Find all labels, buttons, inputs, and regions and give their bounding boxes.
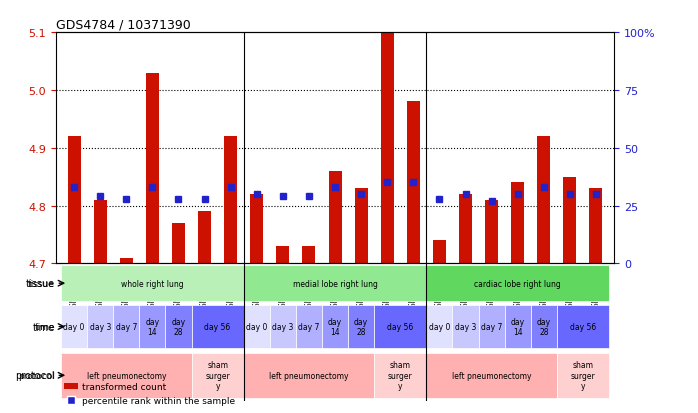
Text: day 3: day 3 [89, 322, 111, 331]
Text: day 7: day 7 [298, 322, 320, 331]
Text: cardiac lobe right lung: cardiac lobe right lung [475, 279, 561, 288]
Bar [198, 212, 211, 263]
Bar [172, 223, 185, 263]
FancyBboxPatch shape [191, 353, 244, 398]
Text: time: time [34, 322, 55, 331]
Bar [120, 258, 133, 263]
FancyBboxPatch shape [296, 306, 322, 348]
FancyBboxPatch shape [191, 306, 244, 348]
Text: day 56: day 56 [570, 322, 596, 331]
FancyBboxPatch shape [374, 353, 426, 398]
Bar [511, 183, 524, 263]
Bar [94, 200, 107, 263]
Text: day
28: day 28 [354, 317, 369, 337]
FancyBboxPatch shape [452, 306, 479, 348]
Text: day 0: day 0 [64, 322, 84, 331]
Text: whole right lung: whole right lung [121, 279, 184, 288]
Bar [146, 74, 159, 263]
Text: medial lobe right lung: medial lobe right lung [292, 279, 378, 288]
Bar [276, 247, 290, 263]
FancyBboxPatch shape [557, 306, 609, 348]
Text: sham
surger
y: sham surger y [570, 361, 595, 390]
Bar [302, 247, 315, 263]
Bar [380, 33, 394, 263]
Bar [355, 189, 368, 263]
Text: left pneumonectomy: left pneumonectomy [269, 371, 349, 380]
Text: left pneumonectomy: left pneumonectomy [452, 371, 531, 380]
FancyBboxPatch shape [61, 266, 244, 301]
Bar [68, 137, 81, 263]
FancyBboxPatch shape [270, 306, 296, 348]
Bar [459, 195, 472, 263]
Text: protocol: protocol [15, 370, 54, 380]
FancyBboxPatch shape [505, 306, 530, 348]
Text: day
28: day 28 [537, 317, 551, 337]
FancyBboxPatch shape [426, 266, 609, 301]
FancyBboxPatch shape [557, 353, 609, 398]
Text: sham
surger
y: sham surger y [388, 361, 413, 390]
FancyBboxPatch shape [244, 353, 374, 398]
Text: day 3: day 3 [455, 322, 476, 331]
FancyBboxPatch shape [348, 306, 374, 348]
FancyBboxPatch shape [479, 306, 505, 348]
Bar [224, 137, 237, 263]
Text: day 0: day 0 [429, 322, 450, 331]
FancyBboxPatch shape [530, 306, 557, 348]
Text: day 0: day 0 [246, 322, 267, 331]
Bar [485, 200, 498, 263]
Text: day
14: day 14 [145, 317, 159, 337]
Bar [433, 241, 446, 263]
Text: day 56: day 56 [387, 322, 413, 331]
FancyBboxPatch shape [140, 306, 165, 348]
Text: day
28: day 28 [172, 317, 186, 337]
Bar [251, 195, 263, 263]
FancyBboxPatch shape [244, 306, 270, 348]
FancyBboxPatch shape [374, 306, 426, 348]
FancyBboxPatch shape [61, 306, 87, 348]
Bar [589, 189, 602, 263]
Text: GDS4784 / 10371390: GDS4784 / 10371390 [56, 19, 191, 32]
Text: tissue: tissue [28, 279, 55, 288]
Text: protocol: protocol [18, 371, 55, 380]
Text: day
14: day 14 [328, 317, 342, 337]
Bar [537, 137, 550, 263]
FancyBboxPatch shape [87, 306, 113, 348]
Text: day
14: day 14 [511, 317, 525, 337]
Text: day 7: day 7 [116, 322, 137, 331]
Text: time: time [32, 322, 54, 332]
FancyBboxPatch shape [322, 306, 348, 348]
Bar [407, 102, 419, 263]
FancyBboxPatch shape [426, 306, 452, 348]
Text: day 3: day 3 [272, 322, 294, 331]
FancyBboxPatch shape [61, 353, 191, 398]
Text: sham
surger
y: sham surger y [205, 361, 230, 390]
FancyBboxPatch shape [426, 353, 557, 398]
FancyBboxPatch shape [165, 306, 191, 348]
Text: day 56: day 56 [205, 322, 231, 331]
Text: tissue: tissue [25, 278, 54, 288]
FancyBboxPatch shape [113, 306, 140, 348]
Text: left pneumonectomy: left pneumonectomy [87, 371, 166, 380]
Bar [329, 171, 341, 263]
Text: day 7: day 7 [481, 322, 503, 331]
FancyBboxPatch shape [244, 266, 426, 301]
Legend: transformed count, percentile rank within the sample: transformed count, percentile rank withi… [60, 379, 239, 408]
Bar [563, 177, 577, 263]
